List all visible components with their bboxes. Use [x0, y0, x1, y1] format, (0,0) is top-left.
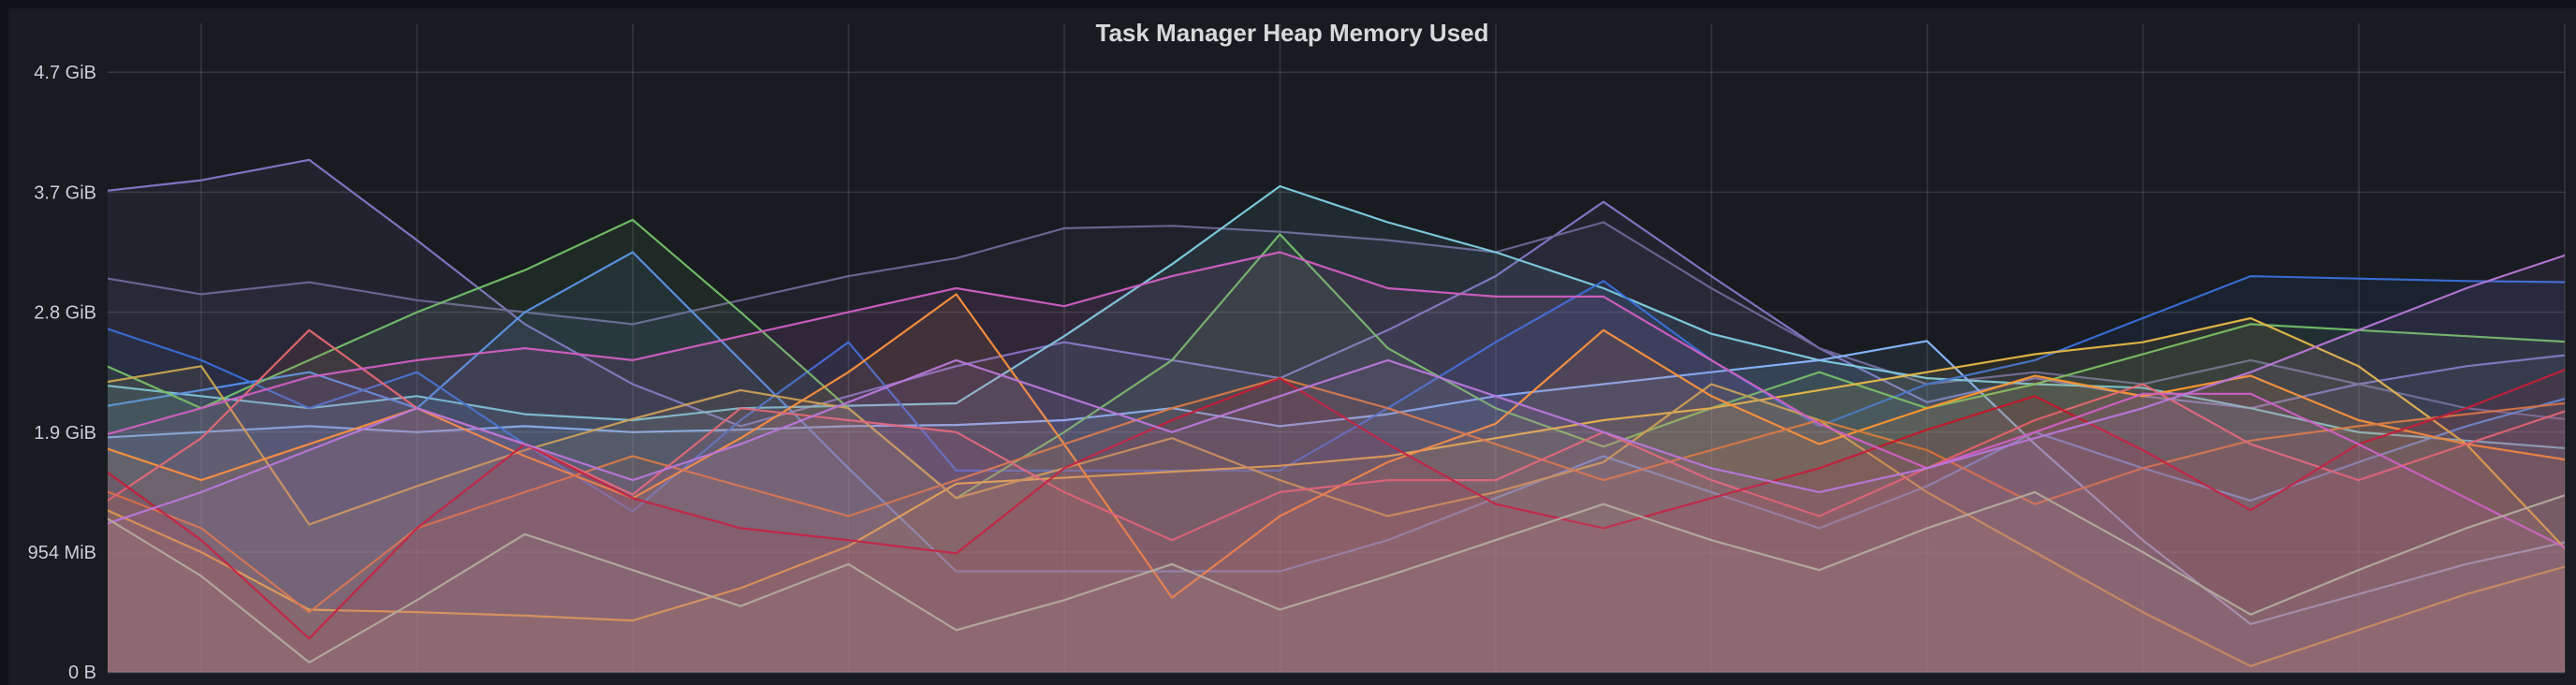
series-line-heap-series-3[interactable]: [94, 184, 2574, 450]
series-line-heap-series-13[interactable]: [94, 366, 2574, 640]
series-line-heap-series-6[interactable]: [94, 275, 2574, 513]
series-area-heap-series-9: [108, 366, 2565, 673]
series-area-heap-series-2: [108, 222, 2565, 673]
series-line-heap-series-14[interactable]: [94, 251, 2574, 553]
y-tick-label: 954 MiB: [28, 543, 96, 563]
graph-panel: Task Manager Heap Memory Used: [8, 8, 2576, 685]
y-tick-label: 1.9 GiB: [34, 423, 96, 444]
series-area-heap-series-3: [108, 186, 2565, 673]
y-tick-label: 4.7 GiB: [34, 63, 96, 83]
series-line-heap-series-10[interactable]: [94, 293, 2574, 599]
series-line-heap-series-11[interactable]: [94, 377, 2574, 614]
series-line-heap-series-2[interactable]: [94, 221, 2574, 421]
series-area-heap-series-15: [108, 255, 2565, 673]
series-area-heap-series-6: [108, 276, 2565, 673]
y-tick-label: 3.7 GiB: [34, 182, 96, 203]
series-area-heap-series-7: [108, 219, 2565, 673]
series-area-heap-series-11: [108, 378, 2565, 673]
series-area-heap-series-5: [108, 252, 2565, 673]
y-tick-label: 0 B: [68, 663, 96, 683]
series-line-heap-series-5[interactable]: [94, 251, 2574, 573]
series-group: [94, 158, 2574, 673]
series-line-heap-series-15[interactable]: [94, 253, 2574, 529]
series-line-heap-series-4[interactable]: [94, 340, 2574, 625]
series-area-heap-series-16: [108, 491, 2565, 673]
series-line-heap-series-16[interactable]: [94, 490, 2574, 663]
series-area-heap-series-10: [108, 294, 2565, 673]
y-axis-labels: 4.7 GiB 3.7 GiB 2.8 GiB 1.9 GiB 954 MiB 0 B: [28, 63, 96, 683]
series-area-heap-series-8: [108, 318, 2565, 673]
series-line-heap-series-7[interactable]: [94, 218, 2574, 500]
series-line-heap-series-8[interactable]: [94, 316, 2574, 622]
series-area-heap-series-12: [108, 329, 2565, 673]
series-area-heap-series-14: [108, 252, 2565, 673]
series-line-heap-series-9[interactable]: [94, 365, 2574, 667]
y-tick-label: 2.8 GiB: [34, 303, 96, 324]
series-area-heap-series-13: [108, 370, 2565, 673]
series-area-heap-series-4: [108, 341, 2565, 673]
series-area-heap-series-1: [108, 159, 2565, 673]
grid: [108, 23, 2566, 674]
panel-title[interactable]: Task Manager Heap Memory Used: [1095, 19, 1489, 47]
